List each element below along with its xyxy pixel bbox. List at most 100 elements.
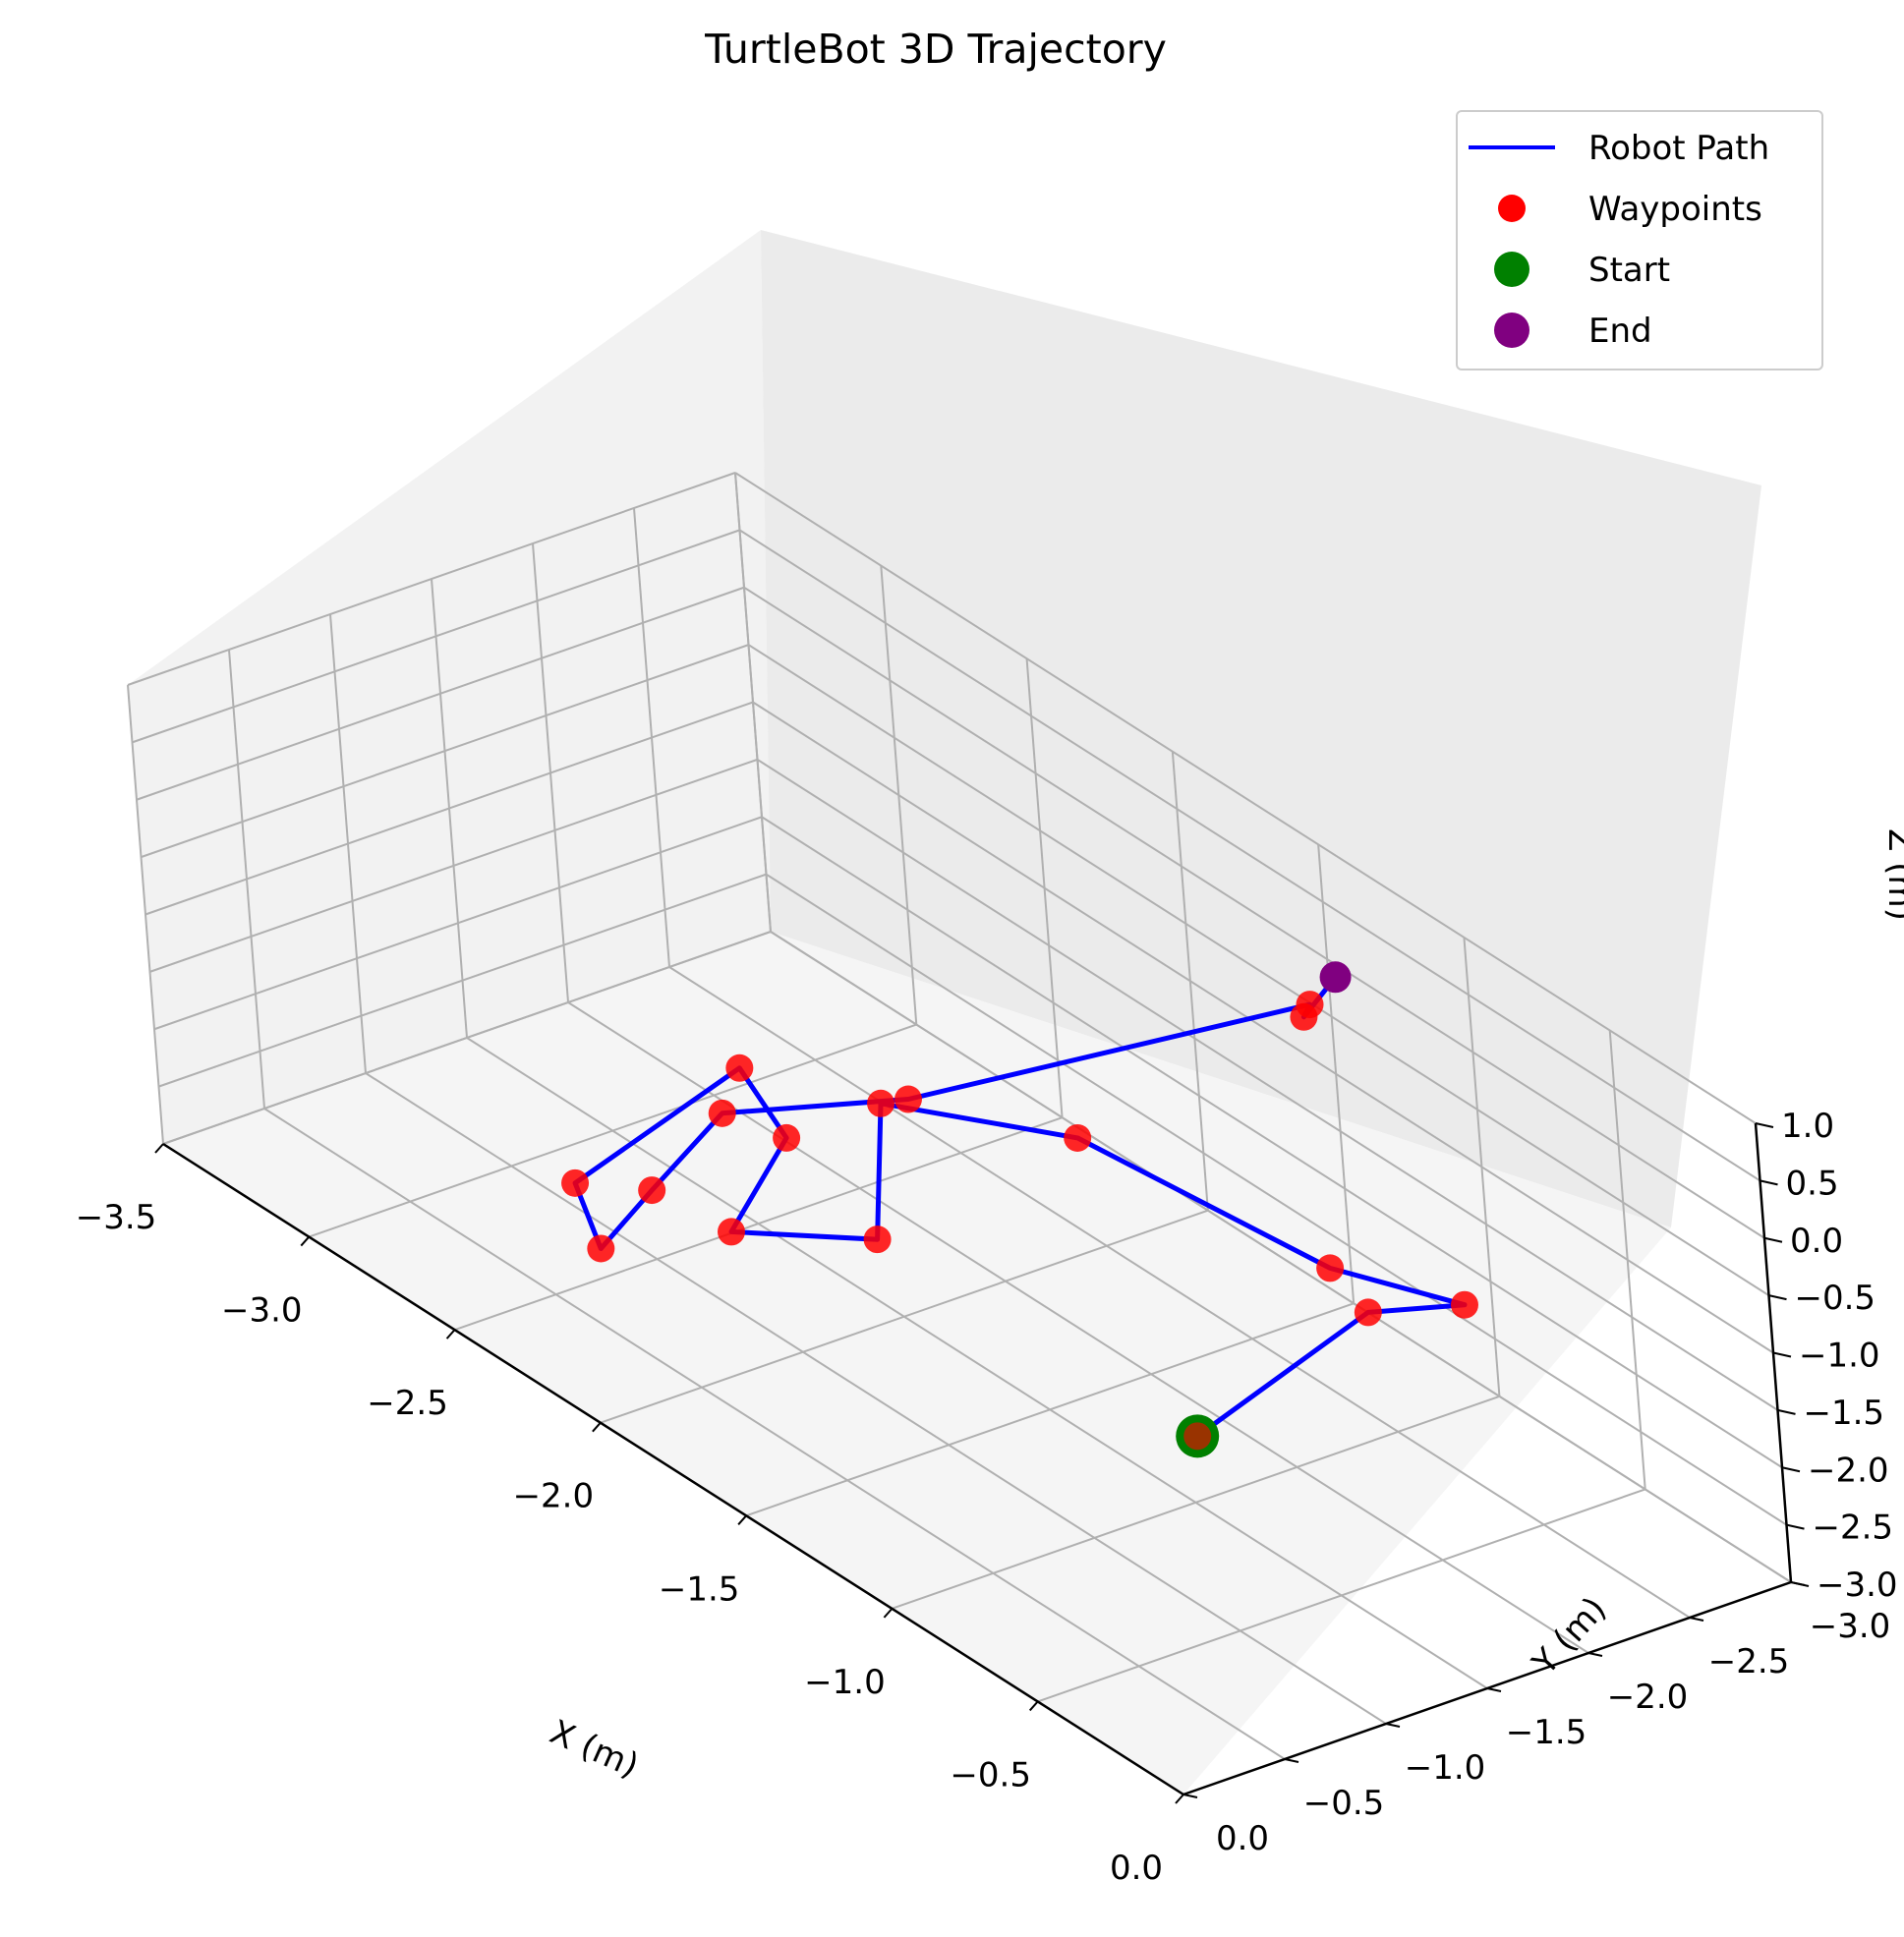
x-axis-line xyxy=(162,1142,1184,1796)
waypoint-marker xyxy=(638,1176,666,1205)
x-tick-label: −0.5 xyxy=(950,1755,1031,1795)
waypoint-marker xyxy=(863,1225,892,1254)
grid-line-z-back xyxy=(743,586,1765,1239)
z-tick-mark xyxy=(1786,1523,1805,1530)
end-marker xyxy=(1319,961,1352,994)
grid-line-z-back xyxy=(752,701,1774,1354)
y-tick-mark xyxy=(1284,1758,1299,1763)
z-tick-mark xyxy=(1772,1351,1792,1358)
x-tick-label: −3.5 xyxy=(76,1198,157,1237)
waypoint-marker xyxy=(773,1123,801,1152)
z-tick-mark xyxy=(1781,1466,1801,1473)
z-tick-label: 0.5 xyxy=(1786,1164,1839,1203)
y-tick-label: −2.5 xyxy=(1708,1642,1790,1681)
legend-label-waypoints: Waypoints xyxy=(1588,190,1762,229)
z-tick-label: −1.0 xyxy=(1799,1337,1880,1376)
x-tick-mark xyxy=(154,1143,164,1154)
legend-label-end: End xyxy=(1588,312,1652,351)
grid-line-z-left xyxy=(141,644,749,859)
z-tick-mark xyxy=(1768,1294,1787,1301)
z-tick-mark xyxy=(1777,1408,1796,1415)
z-tick-mark xyxy=(1760,1179,1778,1186)
grid-line-z-back xyxy=(747,644,1770,1296)
z-tick-label: −2.5 xyxy=(1813,1509,1894,1548)
grid-line-z-left xyxy=(144,701,754,916)
legend-start-swatch xyxy=(1494,252,1529,287)
grid-line-y-floor xyxy=(365,1072,1387,1725)
start-waypoint-overlay xyxy=(1183,1422,1212,1451)
z-tick-label: −0.5 xyxy=(1795,1279,1876,1318)
waypoint-marker xyxy=(1316,1254,1345,1282)
x-tick-label: 0.0 xyxy=(1110,1849,1163,1888)
waypoint-marker xyxy=(587,1234,615,1263)
x-tick-mark xyxy=(592,1422,602,1433)
left-pane xyxy=(128,230,771,1144)
x-tick-mark xyxy=(300,1235,311,1247)
axis-panes xyxy=(128,230,1761,1795)
plot-area xyxy=(561,961,1478,1458)
y-tick-mark xyxy=(1385,1723,1401,1728)
y-tick-mark xyxy=(1486,1687,1502,1692)
grid-line-z-left xyxy=(136,586,745,801)
z-axis-label: Z (m) xyxy=(1880,828,1904,921)
floor-pane xyxy=(163,932,1671,1795)
y-tick-mark xyxy=(1689,1617,1704,1622)
back-pane xyxy=(761,230,1761,1227)
legend: Robot Path Waypoints Start End xyxy=(1456,110,1823,370)
x-tick-label: −3.0 xyxy=(221,1291,303,1331)
z-tick-mark xyxy=(1790,1581,1810,1587)
z-tick-mark xyxy=(1755,1122,1774,1128)
waypoint-marker xyxy=(725,1054,754,1082)
waypoint-marker xyxy=(561,1168,590,1197)
legend-label-path: Robot Path xyxy=(1588,129,1769,168)
legend-label-start: Start xyxy=(1588,251,1670,290)
waypoint-marker xyxy=(1354,1298,1382,1327)
legend-waypoints-swatch xyxy=(1498,195,1526,222)
grid-line-y-floor xyxy=(466,1037,1488,1689)
y-tick-label: −0.5 xyxy=(1303,1784,1385,1823)
x-tick-mark xyxy=(883,1608,894,1619)
y-tick-label: −3.0 xyxy=(1810,1607,1891,1646)
grid-line-z-left xyxy=(127,472,736,686)
z-tick-label: −2.0 xyxy=(1808,1451,1889,1490)
y-tick-label: −2.0 xyxy=(1607,1678,1689,1717)
waypoint-marker xyxy=(1290,1002,1318,1031)
grid-line-z-left xyxy=(149,758,758,973)
robot-path-line xyxy=(572,975,1468,1439)
x-tick-label: −1.5 xyxy=(659,1569,740,1609)
waypoint-marker xyxy=(1450,1290,1478,1319)
legend-end-swatch xyxy=(1494,313,1529,348)
y-tick-label: −1.5 xyxy=(1506,1713,1587,1752)
grid-line-z-back xyxy=(756,759,1779,1411)
x-tick-label: −1.0 xyxy=(804,1663,886,1702)
y-tick-mark xyxy=(1183,1794,1198,1798)
x-tick-label: −2.0 xyxy=(513,1477,595,1516)
waypoint-marker xyxy=(894,1085,922,1113)
grid-line-z-left xyxy=(158,873,767,1088)
tick-labels: −3.5 −3.0 −2.5 −2.0 −1.5 −1.0 −0.5 0.0 0.0 −0.5 −1… xyxy=(76,1107,1898,1888)
z-tick-label: −1.5 xyxy=(1804,1394,1885,1433)
grid-line-z-left xyxy=(162,931,772,1145)
grid-line-z-left xyxy=(153,816,763,1031)
z-tick-mark xyxy=(1763,1236,1783,1243)
x-tick-mark xyxy=(1028,1700,1039,1712)
x-tick-label: −2.5 xyxy=(367,1384,448,1423)
x-tick-mark xyxy=(737,1514,747,1525)
y-tick-mark xyxy=(1587,1652,1603,1657)
waypoint-marker xyxy=(717,1218,745,1246)
z-tick-label: 0.0 xyxy=(1790,1222,1843,1261)
y-tick-label: −1.0 xyxy=(1405,1748,1486,1788)
grid-line-y-floor xyxy=(263,1108,1286,1760)
grid-line-y-floor xyxy=(668,966,1691,1619)
grid-line-z-back xyxy=(765,873,1788,1526)
grid-line-z-back xyxy=(770,931,1792,1583)
z-tick-label: −3.0 xyxy=(1817,1566,1898,1605)
legend-box xyxy=(1456,110,1823,370)
waypoint-marker xyxy=(708,1099,736,1127)
x-tick-mark xyxy=(445,1329,456,1339)
chart-title: TurtleBot 3D Trajectory xyxy=(704,26,1167,73)
grid-line-z-back xyxy=(738,529,1761,1182)
grid-line-z-left xyxy=(132,529,740,744)
waypoint-marker xyxy=(867,1089,895,1117)
